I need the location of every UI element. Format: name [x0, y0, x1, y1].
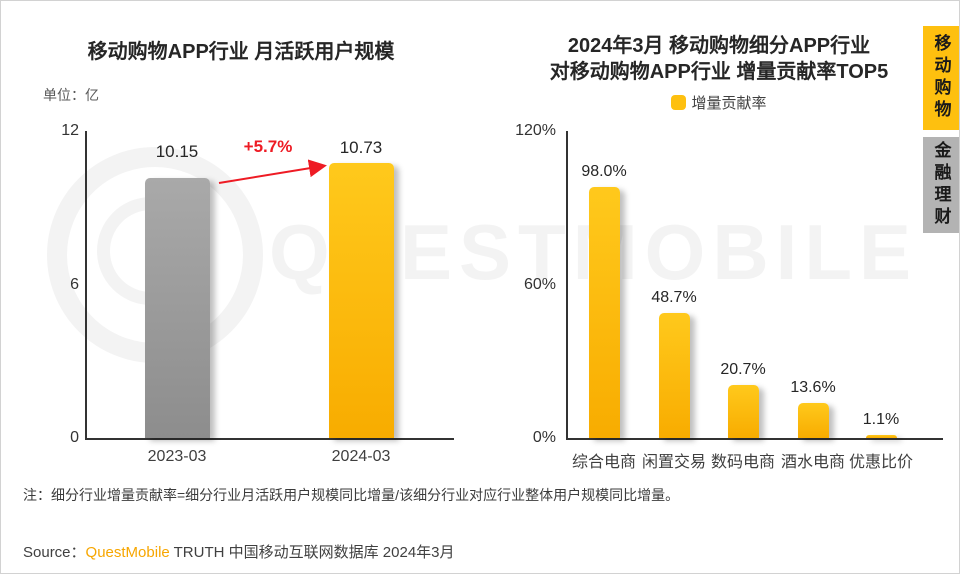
left-chart-y-tick: 6	[70, 276, 79, 293]
bar-酒水电商	[797, 403, 829, 438]
legend-label: 增量贡献率	[691, 95, 767, 112]
bar-2023-03	[144, 178, 210, 438]
right-chart-x-axis-line	[566, 438, 943, 440]
bar-综合电商	[588, 187, 620, 438]
bar-value-label: 1.1%	[862, 411, 900, 428]
left-chart-x-axis-line	[85, 438, 454, 440]
growth-rate-label: +5.7%	[243, 137, 293, 156]
left-chart-y-tick: 12	[61, 122, 79, 139]
growth-arrow-icon	[218, 159, 327, 184]
bar-闲置交易	[658, 313, 690, 438]
right-chart-y-tick: 0%	[532, 429, 556, 446]
left-chart-y-axis-line	[85, 131, 87, 439]
source-brand: QuestMobile	[85, 544, 170, 561]
left-chart-unit-label: 单位：亿	[43, 87, 99, 103]
bar-value-label: 20.7%	[720, 361, 766, 378]
source-prefix: Source：	[23, 544, 86, 561]
bar-value-label: 48.7%	[651, 289, 697, 306]
bar-value-label: 10.15	[155, 142, 199, 161]
right-chart-title-line1: 2024年3月 移动购物细分APP行业	[567, 35, 871, 57]
footnote: 注：细分行业增量贡献率=细分行业月活跃用户规模同比增量/该细分行业对应行业整体用…	[23, 487, 680, 503]
source-suffix: TRUTH 中国移动互联网数据库 2024年3月	[169, 544, 455, 561]
x-axis-category-label: 2023-03	[147, 448, 207, 465]
x-axis-category-label: 优惠比价	[848, 454, 913, 471]
bar-value-label: 10.73	[339, 138, 383, 157]
sidebar-tab-finance[interactable]: 金融理财	[923, 137, 959, 233]
bar-2024-03	[328, 163, 394, 438]
right-chart-y-tick: 120%	[515, 122, 556, 139]
right-chart-title-line2: 对移动购物APP行业 增量贡献率TOP5	[549, 61, 889, 83]
bar-value-label: 98.0%	[581, 163, 627, 180]
x-axis-category-label: 数码电商	[710, 454, 775, 471]
bar-value-label: 13.6%	[790, 379, 836, 396]
right-chart-legend: 增量贡献率	[499, 92, 939, 113]
bar-优惠比价	[865, 435, 897, 438]
right-chart-title: 2024年3月 移动购物细分APP行业 对移动购物APP行业 增量贡献率TOP5	[499, 33, 939, 85]
x-axis-category-label: 闲置交易	[641, 454, 706, 471]
legend-swatch-icon	[671, 95, 687, 110]
right-chart-y-axis-line	[566, 131, 568, 439]
left-chart-y-tick: 0	[70, 429, 79, 446]
left-chart-title: 移动购物APP行业 月活跃用户规模	[87, 41, 395, 63]
source-line: Source：QuestMobile TRUTH 中国移动互联网数据库 2024…	[23, 541, 455, 562]
x-axis-category-label: 酒水电商	[780, 454, 845, 471]
sidebar-tab-mobile-shopping[interactable]: 移动购物	[923, 26, 959, 130]
bar-数码电商	[727, 385, 759, 438]
x-axis-category-label: 2024-03	[331, 448, 391, 465]
right-chart-y-tick: 60%	[523, 276, 556, 293]
x-axis-category-label: 综合电商	[571, 454, 636, 471]
